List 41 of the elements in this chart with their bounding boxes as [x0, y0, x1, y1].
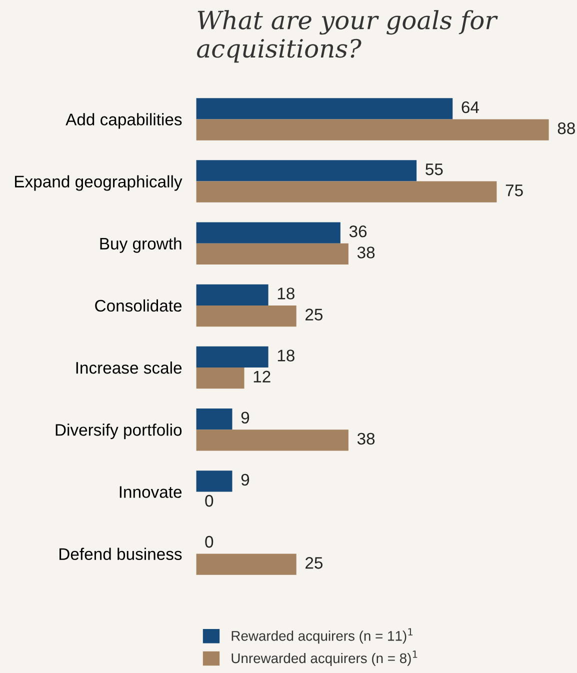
y-tick-label: Defend business — [60, 548, 182, 560]
y-tick-label: Add capabilities — [66, 113, 182, 129]
bar — [196, 408, 232, 430]
data-label: 88 — [558, 122, 575, 134]
legend-label: Unrewarded acquirers (n = 8)$^{1}$ — [232, 650, 418, 666]
bar — [196, 430, 348, 451]
data-label: 0 — [205, 536, 214, 548]
bar — [196, 470, 232, 492]
data-label: 18 — [278, 350, 294, 362]
data-label: 0 — [205, 494, 214, 507]
data-label: 12 — [254, 370, 270, 382]
bar — [196, 346, 268, 368]
y-tick-label: Expand geographically — [15, 175, 182, 191]
bar — [196, 98, 453, 120]
y-tick-label: Increase scale — [76, 362, 182, 374]
bar — [196, 119, 549, 140]
y-tick-label: Diversify portfolio — [56, 424, 182, 440]
data-label: 25 — [306, 308, 323, 320]
data-label: 38 — [357, 432, 375, 445]
data-label: 18 — [278, 288, 294, 300]
chart-title: What are your goals for acquisitions? — [197, 10, 498, 63]
bar — [196, 368, 244, 389]
data-label: 25 — [306, 557, 323, 569]
bar — [196, 222, 340, 244]
y-tick-label: Innovate — [120, 486, 182, 498]
bar — [196, 243, 348, 264]
y-tick-label: Consolidate — [95, 299, 182, 312]
bar — [196, 181, 497, 202]
bar — [196, 305, 296, 327]
data-label: 38 — [357, 246, 375, 258]
y-tick-label: Buy growth — [100, 237, 182, 253]
bar — [196, 160, 417, 182]
data-label: 36 — [349, 225, 367, 238]
legend-label: Rewarded acquirers (n = 11)$^{1}$ — [232, 628, 413, 644]
data-label: 9 — [241, 474, 250, 486]
bar — [196, 284, 268, 306]
data-label: 9 — [241, 412, 250, 424]
data-label: 64 — [462, 101, 480, 114]
bar — [196, 554, 296, 575]
data-label: 55 — [426, 164, 443, 176]
data-label: 75 — [506, 184, 523, 196]
